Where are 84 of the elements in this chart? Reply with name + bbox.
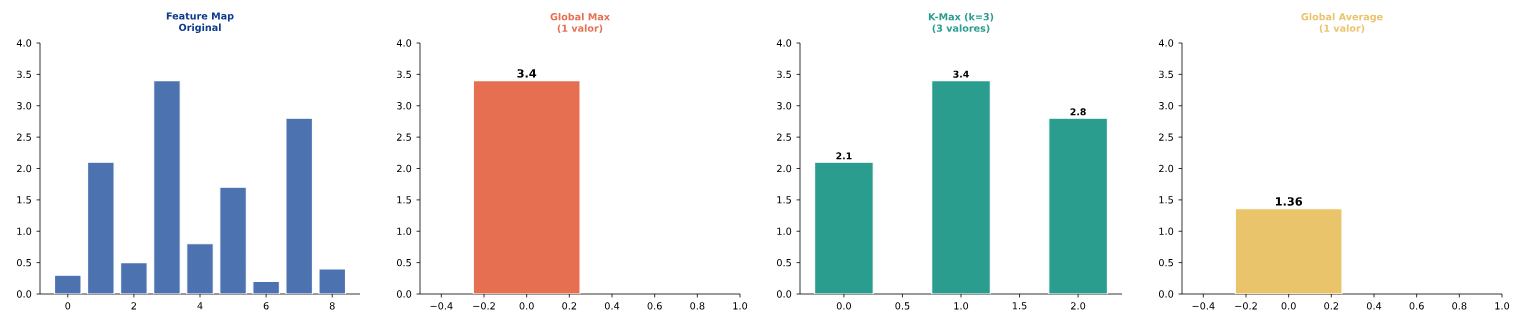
bar xyxy=(219,186,247,294)
y-tick-label: 4.0 xyxy=(1158,39,1174,47)
chart-title: Global Average xyxy=(1301,12,1383,23)
y-tick-label: 0.0 xyxy=(777,290,792,298)
y-tick-label: 2.0 xyxy=(1159,164,1174,173)
bar xyxy=(87,161,115,294)
x-tick-label: 0.8 xyxy=(1452,302,1467,310)
y-tick-label: 3.0 xyxy=(397,102,412,110)
bar xyxy=(814,161,874,294)
y-tick-label: 2.0 xyxy=(777,164,792,173)
x-tick-label: 1.0 xyxy=(954,302,969,310)
chart-subtitle: Original xyxy=(179,23,221,33)
y-tick-label: 2.5 xyxy=(1159,133,1173,141)
x-tick-label: 2.0 xyxy=(1071,302,1086,310)
data-label: 3.4 xyxy=(953,70,969,78)
bar xyxy=(153,80,181,294)
y-tick-label: 3.5 xyxy=(1159,70,1173,79)
y-tick-label: 3.0 xyxy=(17,102,32,110)
data-label: 1.36 xyxy=(1275,197,1303,206)
y-tick-label: 3.0 xyxy=(1159,102,1174,110)
data-label: 2.8 xyxy=(1070,108,1086,116)
y-tick-label: 3.5 xyxy=(397,70,411,79)
chart-subtitle: (1 valor) xyxy=(557,24,603,33)
x-tick-label: 0.2 xyxy=(1324,302,1339,310)
x-tick-label: −0.2 xyxy=(1235,302,1257,310)
x-tick-label: 0.6 xyxy=(647,302,662,310)
y-tick-label: 1.5 xyxy=(777,196,791,204)
y-tick-label: 1.5 xyxy=(1159,196,1173,204)
y-tick-label: 2.5 xyxy=(777,133,791,141)
y-tick-label: 0.5 xyxy=(1159,258,1173,267)
y-tick-label: 0.0 xyxy=(397,290,412,298)
x-tick-label: 8 xyxy=(329,302,335,310)
x-tick-label: 0.5 xyxy=(895,302,910,310)
y-tick-label: 1.0 xyxy=(17,227,32,235)
x-tick-label: 1.0 xyxy=(1495,302,1510,310)
x-tick-label: 0.4 xyxy=(1366,302,1382,310)
y-tick-label: 0.0 xyxy=(1159,290,1174,298)
data-label: 3.4 xyxy=(517,69,537,78)
y-tick-label: 3.5 xyxy=(17,70,31,79)
bar xyxy=(931,80,991,294)
y-tick-label: 0.5 xyxy=(397,258,411,267)
y-tick-label: 4.0 xyxy=(776,39,792,47)
bar xyxy=(186,243,214,294)
y-tick-label: 2.5 xyxy=(17,133,31,141)
x-tick-label: 0.8 xyxy=(690,302,705,310)
x-tick-label: 0.4 xyxy=(604,302,620,310)
x-tick-label: 0.6 xyxy=(1409,302,1424,310)
x-tick-label: 1.5 xyxy=(1012,302,1027,310)
y-tick-label: 1.5 xyxy=(397,196,411,204)
bar xyxy=(120,262,148,294)
bar xyxy=(285,117,313,294)
x-tick-label: 1.0 xyxy=(733,302,748,310)
x-tick-label: 0 xyxy=(65,302,71,310)
y-tick-label: 1.0 xyxy=(1159,227,1174,235)
x-tick-label: 4 xyxy=(197,302,203,310)
x-tick-label: 0.2 xyxy=(562,302,577,310)
x-tick-label: 2 xyxy=(131,302,136,310)
y-tick-label: 0.5 xyxy=(777,258,791,267)
y-tick-label: 2.0 xyxy=(397,164,412,173)
x-tick-label: −0.4 xyxy=(1192,302,1215,310)
y-tick-label: 0.5 xyxy=(17,258,31,267)
y-tick-label: 3.0 xyxy=(777,102,792,110)
y-tick-label: 4.0 xyxy=(16,39,32,47)
chart-title: Global Max xyxy=(550,12,610,21)
x-tick-label: 0.0 xyxy=(1281,302,1296,310)
y-tick-label: 1.5 xyxy=(17,196,31,204)
chart-subtitle: (1 valor) xyxy=(1319,24,1365,33)
chart-title: K-Max (k=3) xyxy=(928,12,994,22)
y-tick-label: 4.0 xyxy=(396,39,412,47)
y-tick-label: 1.0 xyxy=(777,227,792,235)
y-tick-label: 2.5 xyxy=(397,133,411,141)
data-label: 2.1 xyxy=(836,152,852,160)
x-tick-label: 0.0 xyxy=(836,302,851,310)
x-tick-label: −0.4 xyxy=(430,302,453,310)
y-tick-label: 3.5 xyxy=(777,70,791,79)
x-tick-label: 0.0 xyxy=(519,302,534,310)
y-tick-label: 1.0 xyxy=(397,227,412,235)
x-tick-label: −0.2 xyxy=(473,302,495,310)
bar xyxy=(1048,117,1108,294)
chart-title: Feature Map xyxy=(166,12,234,22)
y-tick-label: 2.0 xyxy=(17,164,32,173)
x-tick-label: 6 xyxy=(263,302,269,310)
chart-subtitle: (3 valores) xyxy=(932,24,990,33)
y-tick-label: 0.0 xyxy=(17,290,32,298)
